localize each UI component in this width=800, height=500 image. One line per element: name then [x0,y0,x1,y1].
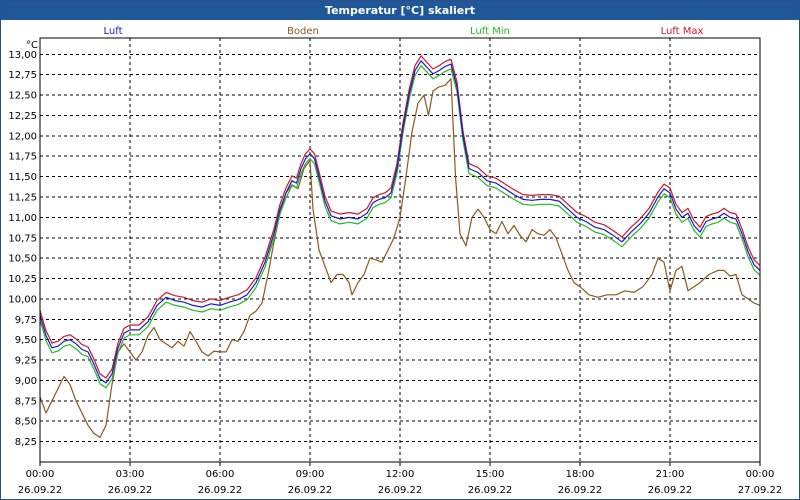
y-tick-label: 12,00 [8,131,37,142]
x-tick-time: 12:00 [386,469,415,480]
x-tick-date: 26.09.22 [288,485,333,496]
y-tick-label: 9,50 [15,335,37,346]
y-tick-label: 12,75 [8,70,37,81]
y-tick-label: 8,75 [15,396,37,407]
y-tick-label: 9,00 [15,376,37,387]
window-title: Temperatur [°C] skaliert [1,1,799,20]
x-tick-time: 09:00 [296,469,325,480]
series-lines [39,55,761,439]
x-tick-date: 26.09.22 [558,485,603,496]
y-axis-label: °C [26,40,38,51]
x-tick-date: 26.09.22 [378,485,423,496]
x-tick-date: 26.09.22 [108,485,153,496]
x-tick-date: 26.09.22 [18,485,63,496]
y-tick-label: 11,75 [8,152,37,163]
axis-ticks: 8,25 8,50 8,75 9,00 9,25 9,50 9,75 10,00 10,25 10… [8,50,782,496]
y-tick-label: 10,75 [8,233,37,244]
y-tick-label: 10,00 [8,294,37,305]
x-tick-date: 26.09.22 [468,485,513,496]
y-tick-label: 9,75 [15,315,37,326]
y-tick-label: 8,50 [15,417,37,428]
series-line-boden [39,78,761,439]
y-tick-label: 10,25 [8,274,37,285]
x-tick-time: 00:00 [26,469,55,480]
legend-entry: Boden [287,26,319,37]
legend-entry: Luft [104,26,123,37]
series-line-luft-min [39,65,761,389]
y-tick-label: 11,25 [8,193,37,204]
y-tick-label: 13,00 [8,50,37,61]
y-tick-label: 10,50 [8,254,37,265]
y-tick-label: 11,00 [8,213,37,224]
x-tick-time: 03:00 [116,469,145,480]
legend-entry: Luft Max [661,26,704,37]
grid-lines [40,38,760,462]
x-tick-date: 26.09.22 [198,485,243,496]
series-line-luft [39,60,761,384]
x-tick-date: 26.09.22 [648,485,693,496]
legend: Luft Boden Luft Min Luft Max [104,26,704,37]
y-tick-label: 9,25 [15,356,37,367]
y-tick-label: 8,25 [15,437,37,448]
x-tick-time: 15:00 [476,469,505,480]
series-line-luft-max [39,55,761,379]
legend-entry: Luft Min [470,26,510,37]
y-tick-label: 11,50 [8,172,37,183]
x-tick-time: 21:00 [656,469,685,480]
x-tick-time: 00:00 [746,469,775,480]
x-tick-date: 27.09.22 [738,485,783,496]
x-tick-time: 06:00 [206,469,235,480]
y-tick-label: 12,25 [8,111,37,122]
y-tick-label: 12,50 [8,91,37,102]
x-tick-time: 18:00 [566,469,595,480]
